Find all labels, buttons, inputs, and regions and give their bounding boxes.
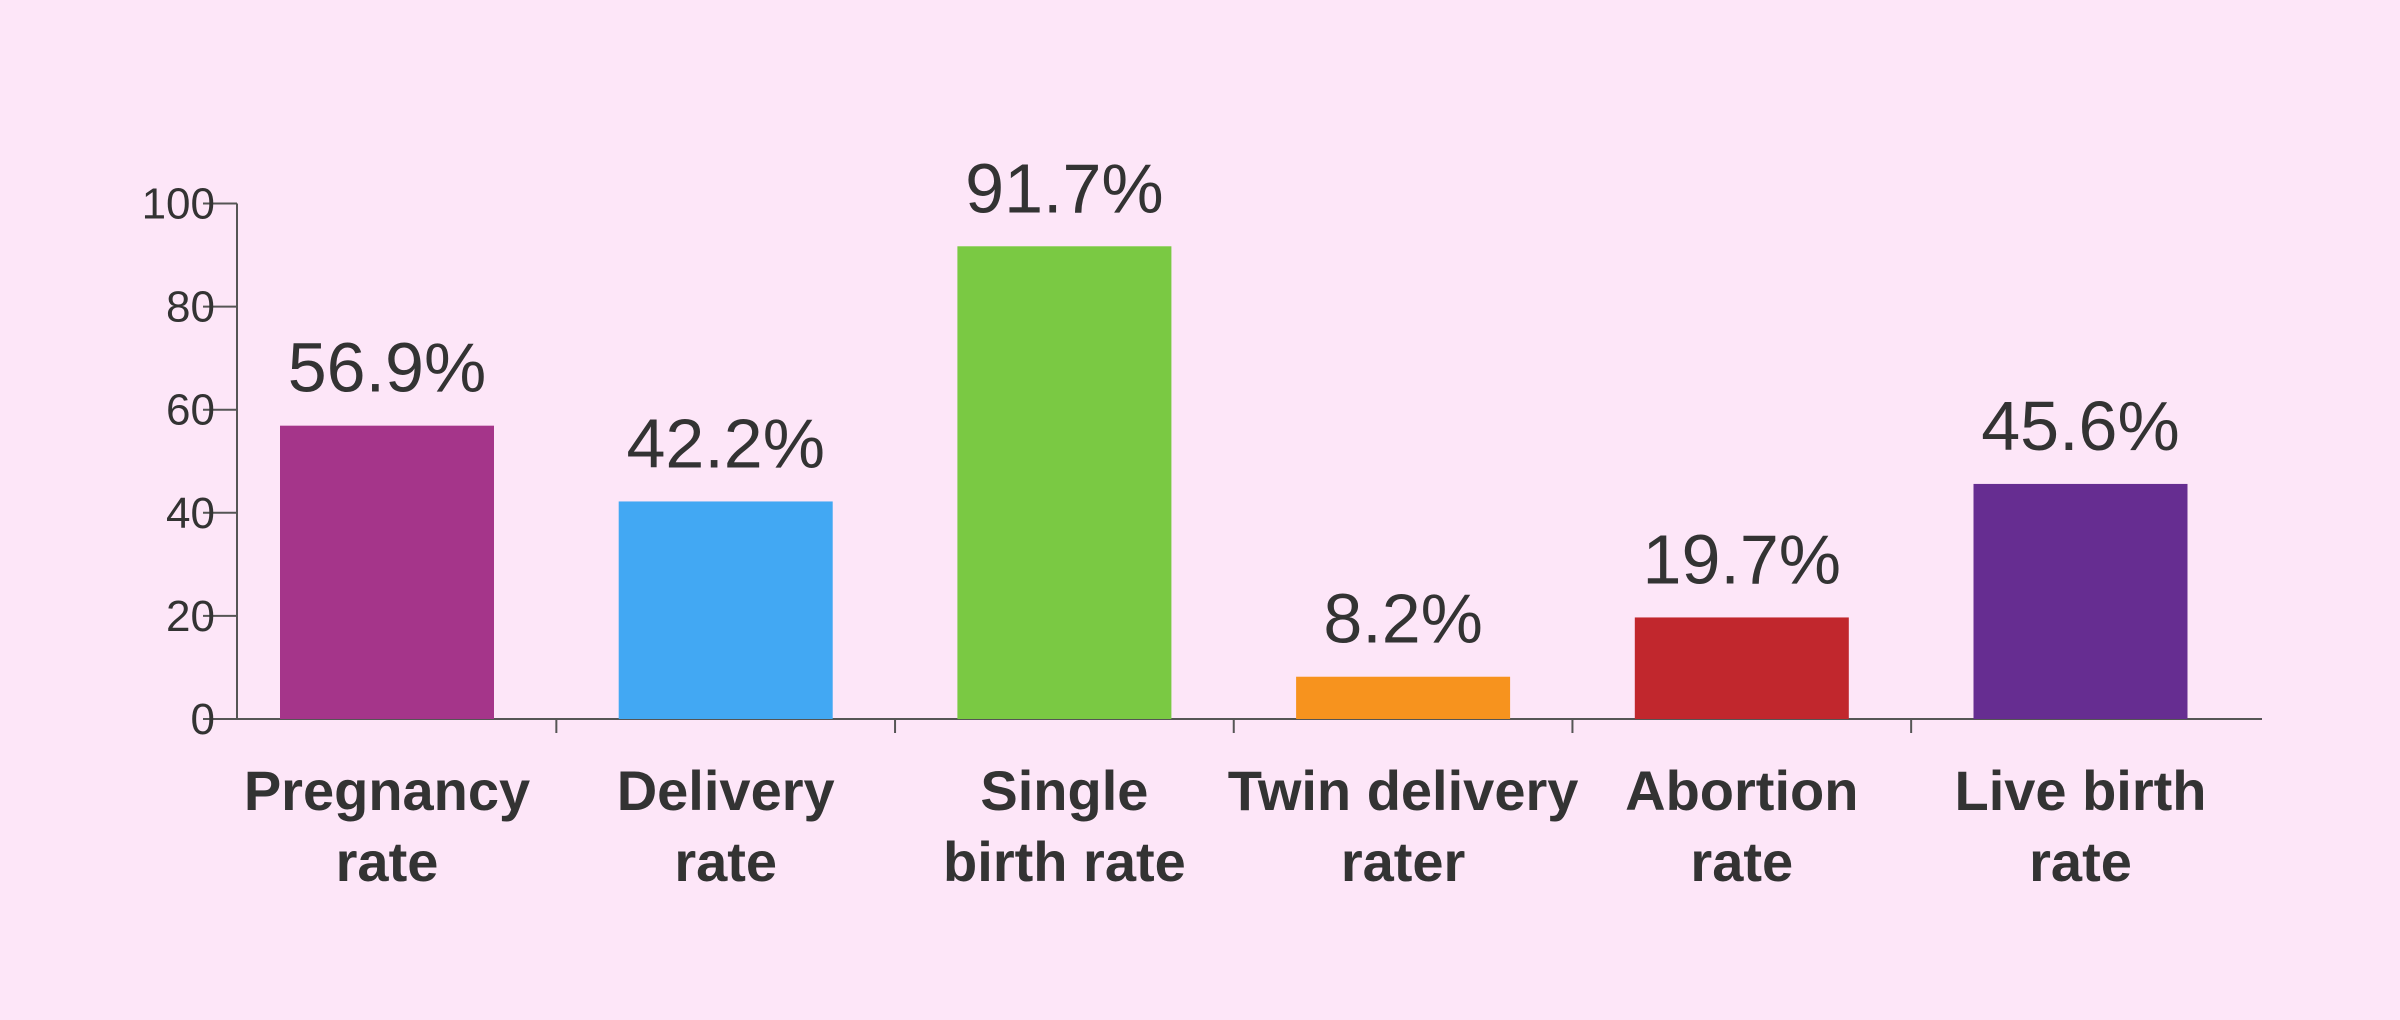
x-tick-label-line: rate xyxy=(2029,830,2132,893)
x-tick-label: Pregnancy rate xyxy=(244,759,530,893)
value-label: 19.7% xyxy=(1643,520,1841,598)
y-tick-label: 60 xyxy=(166,386,215,435)
bar xyxy=(1973,483,2188,719)
x-tick-label: Live birth rate xyxy=(1954,759,2206,893)
x-tick-label: Single birth rate xyxy=(943,759,1186,893)
value-label: 91.7% xyxy=(965,149,1163,227)
x-tick-label-line: Pregnancy xyxy=(244,759,530,822)
x-tick-label-line: rater xyxy=(1341,830,1466,893)
y-tick-label: 0 xyxy=(191,695,215,744)
x-tick-label: Abortion rate xyxy=(1625,759,1858,893)
bar xyxy=(618,501,833,719)
x-tick-label-line: Twin delivery xyxy=(1228,759,1579,822)
x-tick-label-line: rate xyxy=(674,830,777,893)
x-tick-label: Twin delivery rater xyxy=(1228,759,1579,893)
x-tick-label-line: Abortion xyxy=(1625,759,1858,822)
y-tick-label: 20 xyxy=(166,592,215,641)
x-tick-label-line: birth rate xyxy=(943,830,1186,893)
value-label: 45.6% xyxy=(1981,387,2179,465)
x-tick-label-line: rate xyxy=(1690,830,1793,893)
bar xyxy=(280,425,494,719)
value-label: 42.2% xyxy=(626,404,824,482)
bar xyxy=(957,246,1172,719)
bar xyxy=(1634,617,1849,719)
x-tick-label-line: Single xyxy=(980,759,1148,822)
x-tick-label-line: Delivery xyxy=(617,759,835,822)
x-tick-label: Delivery rate xyxy=(617,759,835,893)
y-tick-label: 80 xyxy=(166,283,215,332)
value-label: 8.2% xyxy=(1323,580,1483,658)
x-tick-label-line: rate xyxy=(336,830,439,893)
y-tick-label: 40 xyxy=(166,489,215,538)
value-label: 56.9% xyxy=(288,329,486,407)
y-tick-label: 100 xyxy=(142,180,215,229)
x-tick-label-line: Live birth xyxy=(1954,759,2206,822)
bar xyxy=(1296,676,1511,719)
